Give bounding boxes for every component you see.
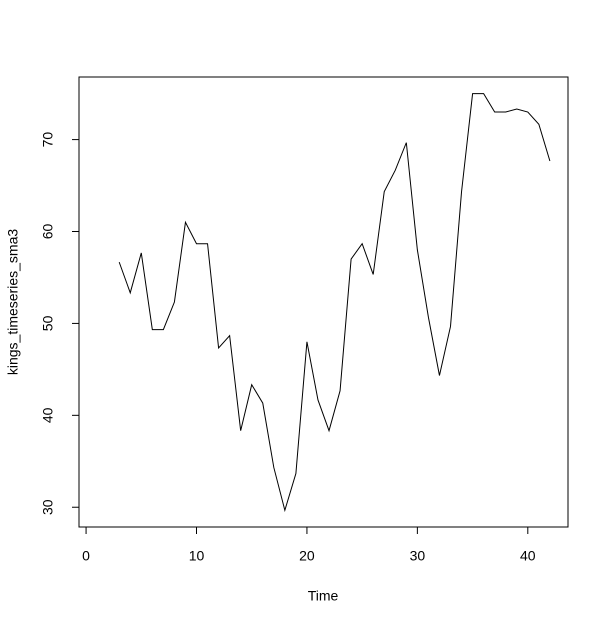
x-tick-label: 30 [410, 548, 426, 564]
y-tick-label: 70 [40, 132, 56, 148]
y-tick-label: 60 [40, 224, 56, 240]
x-axis-label: Time [308, 588, 339, 604]
x-tick-label: 40 [520, 548, 536, 564]
y-tick-label: 50 [40, 315, 56, 331]
y-tick-label: 30 [40, 499, 56, 515]
x-tick-label: 0 [82, 548, 90, 564]
data-line [118, 93, 551, 513]
x-tick-label: 10 [189, 548, 205, 564]
plot-box [78, 76, 569, 528]
y-tick-label: 40 [40, 407, 56, 423]
x-tick-label: 20 [299, 548, 315, 564]
y-axis-label: kings_timeseries_sma3 [5, 229, 21, 375]
